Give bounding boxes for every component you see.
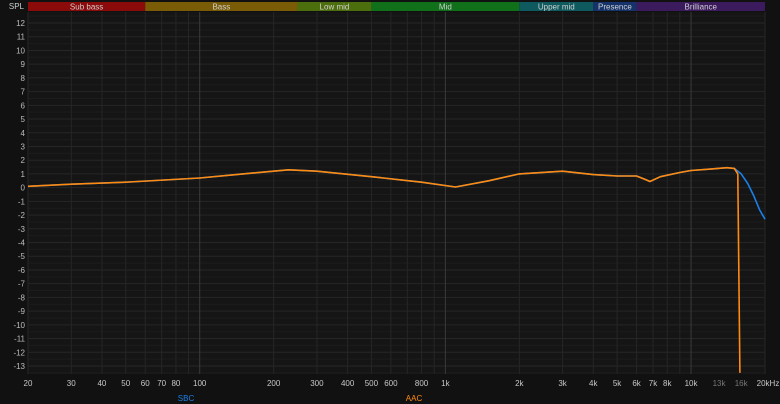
y-tick-label: -11 — [14, 335, 26, 344]
band-label: Brilliance — [685, 3, 718, 12]
x-tick-label: 10k — [685, 379, 699, 388]
x-tick-label: 70 — [157, 379, 166, 388]
y-tick-label: -10 — [13, 321, 25, 330]
y-tick-label: 5 — [21, 115, 26, 124]
x-tick-label: 8k — [663, 379, 672, 388]
y-tick-label: -12 — [13, 348, 25, 357]
y-tick-label: -7 — [18, 280, 26, 289]
band-label: Bass — [212, 3, 230, 12]
x-tick-label: 20kHz — [757, 379, 780, 388]
band-brilliance — [636, 2, 765, 11]
series-line-aac — [27, 166, 741, 373]
y-tick-label: -5 — [18, 252, 26, 261]
band-label: Upper mid — [538, 3, 575, 12]
x-tick-label: 500 — [365, 379, 379, 388]
y-tick-label: -1 — [18, 197, 26, 206]
x-tick-label: 6k — [632, 379, 641, 388]
band-low-mid — [297, 2, 372, 11]
x-tick-label: 400 — [341, 379, 355, 388]
y-axis-label: SPL — [9, 2, 25, 11]
band-upper-mid — [519, 2, 594, 11]
y-tick-label: -6 — [18, 266, 26, 275]
x-tick-label: 600 — [384, 379, 398, 388]
x-tick-label: 60 — [141, 379, 150, 388]
plot-area — [28, 12, 765, 374]
y-tick-label: -13 — [13, 362, 25, 371]
x-tick-label: 4k — [589, 379, 598, 388]
y-tick-label: 7 — [21, 88, 26, 97]
y-tick-label: -3 — [18, 225, 26, 234]
band-label: Presence — [598, 3, 632, 12]
y-tick-label: 2 — [21, 156, 26, 165]
x-tick-label: 30 — [67, 379, 76, 388]
y-tick-label: -2 — [18, 211, 26, 220]
band-presence — [593, 2, 637, 11]
band-mid — [371, 2, 520, 11]
band-bass — [145, 2, 298, 11]
x-tick-label: 7k — [649, 379, 658, 388]
x-tick-label: 3k — [558, 379, 567, 388]
x-tick-label: 100 — [193, 379, 207, 388]
y-tick-label: 1 — [21, 170, 26, 179]
x-tick-label: 800 — [415, 379, 429, 388]
y-tick-label: 6 — [21, 101, 26, 110]
x-tick-label: 20 — [24, 379, 33, 388]
x-tick-label: 50 — [121, 379, 130, 388]
band-sub-bass — [28, 2, 146, 11]
x-tick-label: 200 — [267, 379, 281, 388]
band-label: Low mid — [320, 3, 350, 12]
x-tick-label: 80 — [171, 379, 180, 388]
legend-sbc: SBC — [178, 394, 195, 403]
y-tick-label: 9 — [21, 60, 26, 69]
x-tick-label: 300 — [310, 379, 324, 388]
y-tick-label: 11 — [17, 33, 26, 42]
x-tick-label: 5k — [613, 379, 622, 388]
x-tick-label: 2k — [515, 379, 524, 388]
x-tick-label: 40 — [97, 379, 106, 388]
legend-aac: AAC — [406, 394, 423, 403]
y-tick-label: 3 — [21, 142, 26, 151]
x-tick-label: 13k — [713, 379, 727, 388]
y-tick-label: 0 — [21, 184, 26, 193]
y-tick-label: 12 — [16, 19, 25, 28]
x-tick-label: 1k — [441, 379, 450, 388]
band-label: Sub bass — [70, 3, 103, 12]
y-tick-label: 8 — [21, 74, 26, 83]
y-tick-label: -9 — [18, 307, 26, 316]
y-tick-label: -8 — [18, 293, 26, 302]
y-tick-label: -4 — [18, 239, 26, 248]
y-tick-label: 4 — [21, 129, 26, 138]
band-label: Mid — [439, 3, 452, 12]
x-tick-label: 16k — [735, 379, 749, 388]
y-tick-label: 10 — [16, 46, 25, 55]
